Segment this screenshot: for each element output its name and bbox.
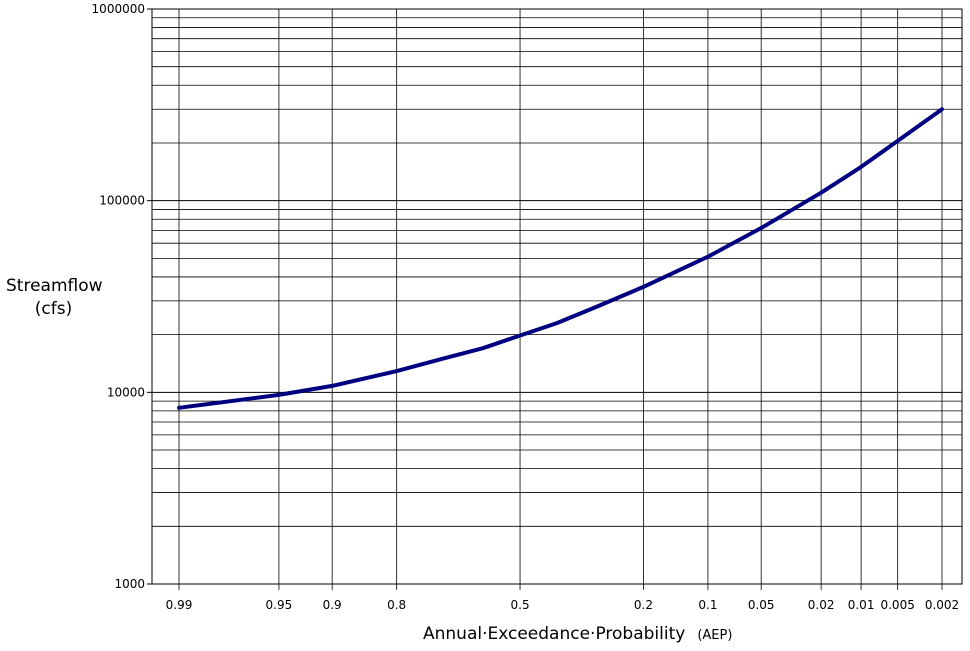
plot-frame [151,8,963,585]
x-axis-label: Annual·Exceedance·Probability (AEP) [423,624,732,644]
y-gridlines [152,17,962,585]
x-tick-label: 0.002 [925,598,959,612]
y-axis-label-line2: (cfs) [34,299,73,319]
x-tick-label: 0.2 [634,598,653,612]
x-tick-label: 0.02 [808,598,835,612]
x-tick-label: 0.01 [848,598,875,612]
y-tick-label: 100000 [99,194,145,208]
y-tick-label: 1000000 [92,2,145,16]
x-axis-label-unit: (AEP) [697,628,733,643]
x-tick-label: 0.05 [748,598,775,612]
y-tick-label: 10000 [107,385,145,399]
x-tick-label: 0.95 [266,598,293,612]
x-tick-label: 0.9 [323,598,342,612]
x-tick-label: 0.8 [387,598,406,612]
x-axis-label-text: Annual·Exceedance·Probability [423,624,686,644]
x-gridlines [178,9,943,590]
x-tick-label: 0.99 [166,598,193,612]
y-tick-label: 1000 [114,577,145,591]
y-tick-labels: 1000 10000 100000 1000000 [92,2,152,591]
streamflow-line [177,107,944,410]
x-tick-labels: 0.99 0.95 0.9 0.8 0.5 0.2 0.1 0.05 0.02 0.01 0.005… [166,598,960,612]
x-tick-label: 0.5 [511,598,530,612]
y-axis-label: Streamflow (cfs) [6,275,103,321]
x-tick-label: 0.1 [698,598,717,612]
y-axis-label-line1: Streamflow [6,276,103,296]
x-tick-label: 0.005 [880,598,914,612]
